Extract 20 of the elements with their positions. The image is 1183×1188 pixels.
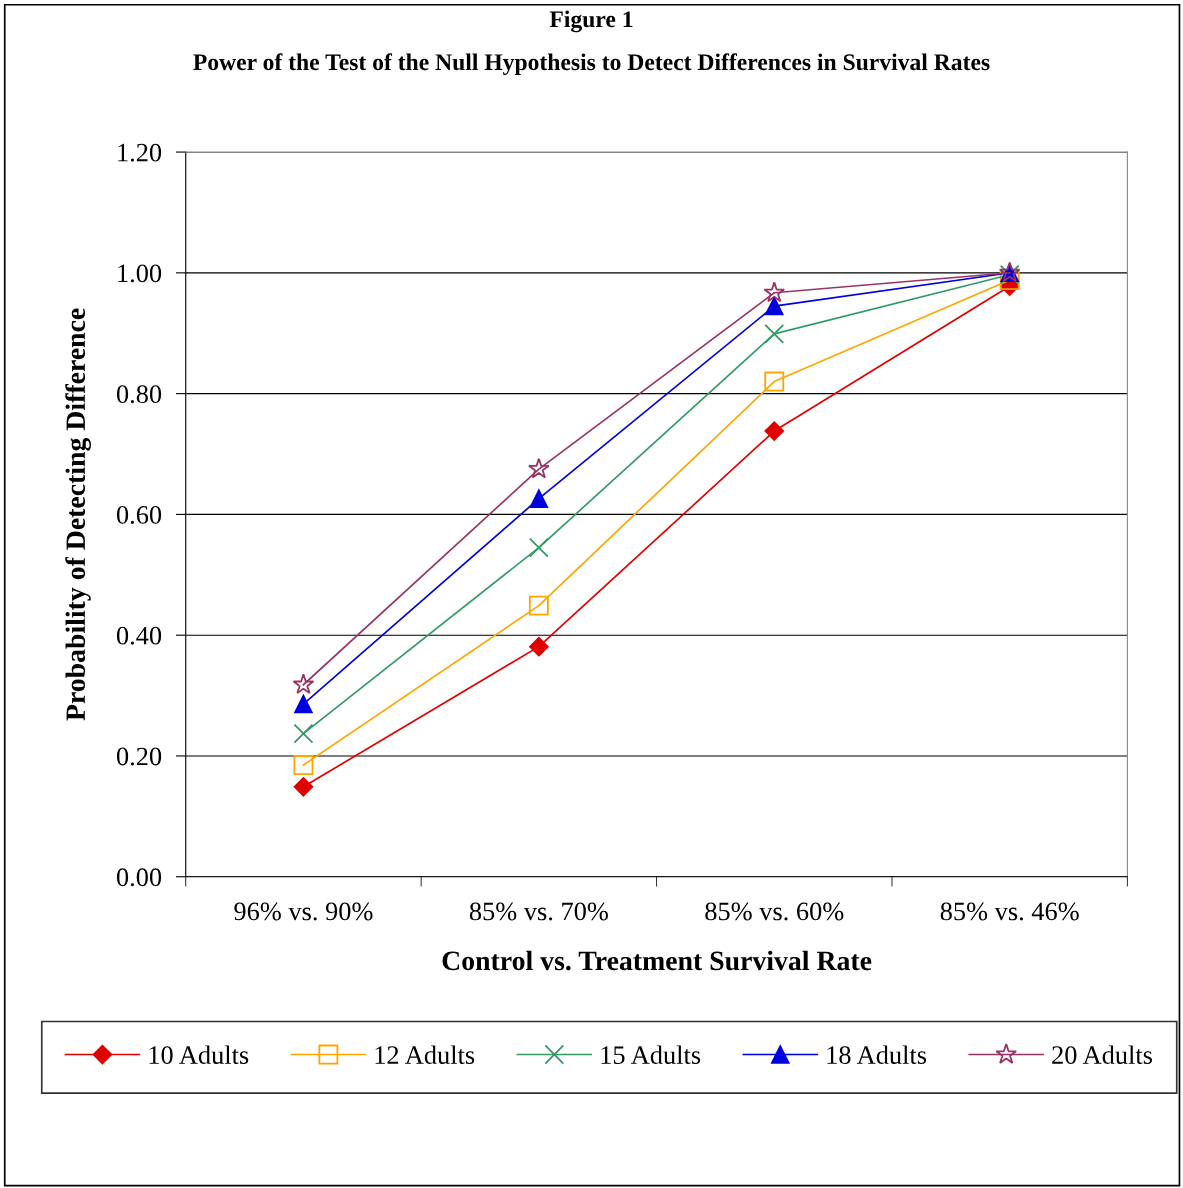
x-tick-label: 85% vs. 70% [469, 902, 608, 921]
y-tick-label: 1.00 [118, 264, 162, 283]
y-tick-label: 0.20 [116, 747, 162, 766]
x-tick-label: 85% vs. 60% [705, 902, 844, 921]
y-tick-label: 0.40 [116, 626, 162, 645]
y-tick-label: 1.20 [118, 143, 162, 162]
y-tick-label: 0.00 [116, 868, 162, 887]
x-tick-label: 85% vs. 46% [940, 902, 1079, 921]
y-axis-title: Probability of Detecting Difference [65, 308, 91, 721]
legend-label: 20 Adults [1052, 1045, 1153, 1065]
legend-label: 18 Adults [827, 1045, 927, 1065]
legend-label: 15 Adults [601, 1045, 701, 1065]
chart-title: Figure 1 [549, 10, 633, 33]
y-tick-label: 0.60 [116, 506, 162, 524]
chart-subtitle: Power of the Test of the Null Hypothesis to Detect Differences in Survival Rates [193, 53, 990, 76]
x-axis-title: Control vs. Treatment Survival Rate [442, 950, 872, 971]
x-tick-label: 96% vs. 90% [234, 902, 373, 921]
y-tick-label: 0.80 [116, 385, 162, 404]
legend-label: 10 Adults [149, 1045, 249, 1065]
legend-label: 12 Adults [375, 1045, 475, 1065]
